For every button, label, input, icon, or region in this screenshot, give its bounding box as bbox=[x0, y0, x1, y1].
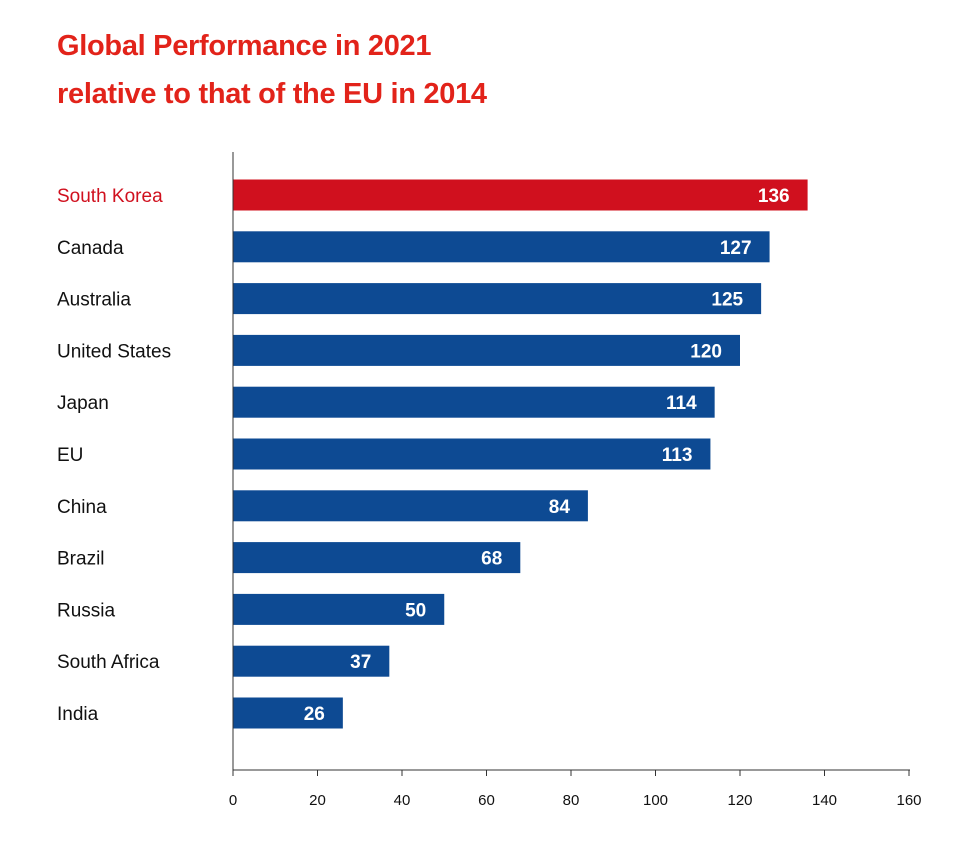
value-label-japan: 114 bbox=[666, 393, 697, 414]
category-label-china: China bbox=[57, 497, 107, 518]
x-tick-label-160: 160 bbox=[896, 792, 921, 809]
x-tick-label-0: 0 bbox=[229, 792, 237, 809]
bar-china bbox=[233, 490, 588, 522]
bar-brazil bbox=[233, 542, 521, 574]
value-label-south-africa: 37 bbox=[350, 652, 371, 673]
bar-south-korea bbox=[233, 179, 808, 211]
value-label-united-states: 120 bbox=[690, 341, 722, 362]
x-tick-label-100: 100 bbox=[643, 792, 668, 809]
chart-title-line-2: relative to that of the EU in 2014 bbox=[57, 78, 487, 110]
x-tick-label-20: 20 bbox=[309, 792, 326, 809]
category-label-south-africa: South Africa bbox=[57, 652, 160, 673]
x-tick-label-120: 120 bbox=[727, 792, 752, 809]
x-tick-label-140: 140 bbox=[812, 792, 837, 809]
chart-title: Global Performance in 2021 relative to t… bbox=[57, 22, 487, 118]
category-label-canada: Canada bbox=[57, 238, 124, 259]
value-label-china: 84 bbox=[549, 497, 571, 518]
value-label-brazil: 68 bbox=[481, 549, 502, 570]
category-label-india: India bbox=[57, 704, 99, 725]
x-tick-label-60: 60 bbox=[478, 792, 495, 809]
value-label-canada: 127 bbox=[720, 238, 752, 259]
bar-japan bbox=[233, 386, 715, 418]
category-label-russia: Russia bbox=[57, 600, 116, 621]
x-tick-label-80: 80 bbox=[563, 792, 580, 809]
category-label-brazil: Brazil bbox=[57, 549, 105, 570]
category-label-united-states: United States bbox=[57, 341, 171, 362]
value-label-russia: 50 bbox=[405, 600, 426, 621]
chart-title-line-1: Global Performance in 2021 bbox=[57, 30, 432, 62]
category-label-south-korea: South Korea bbox=[57, 186, 163, 207]
bar-australia bbox=[233, 283, 762, 315]
bar-canada bbox=[233, 231, 770, 263]
category-label-eu: EU bbox=[57, 445, 83, 466]
bar-india bbox=[233, 697, 343, 729]
value-label-india: 26 bbox=[304, 704, 325, 725]
category-label-australia: Australia bbox=[57, 290, 131, 311]
value-label-australia: 125 bbox=[711, 290, 743, 311]
bar-united-states bbox=[233, 334, 740, 366]
value-label-south-korea: 136 bbox=[758, 186, 790, 207]
bar-russia bbox=[233, 593, 445, 625]
value-label-eu: 113 bbox=[662, 445, 693, 466]
x-tick-label-40: 40 bbox=[394, 792, 411, 809]
bar-south-africa bbox=[233, 645, 390, 677]
bar-eu bbox=[233, 438, 711, 470]
category-label-japan: Japan bbox=[57, 393, 109, 414]
